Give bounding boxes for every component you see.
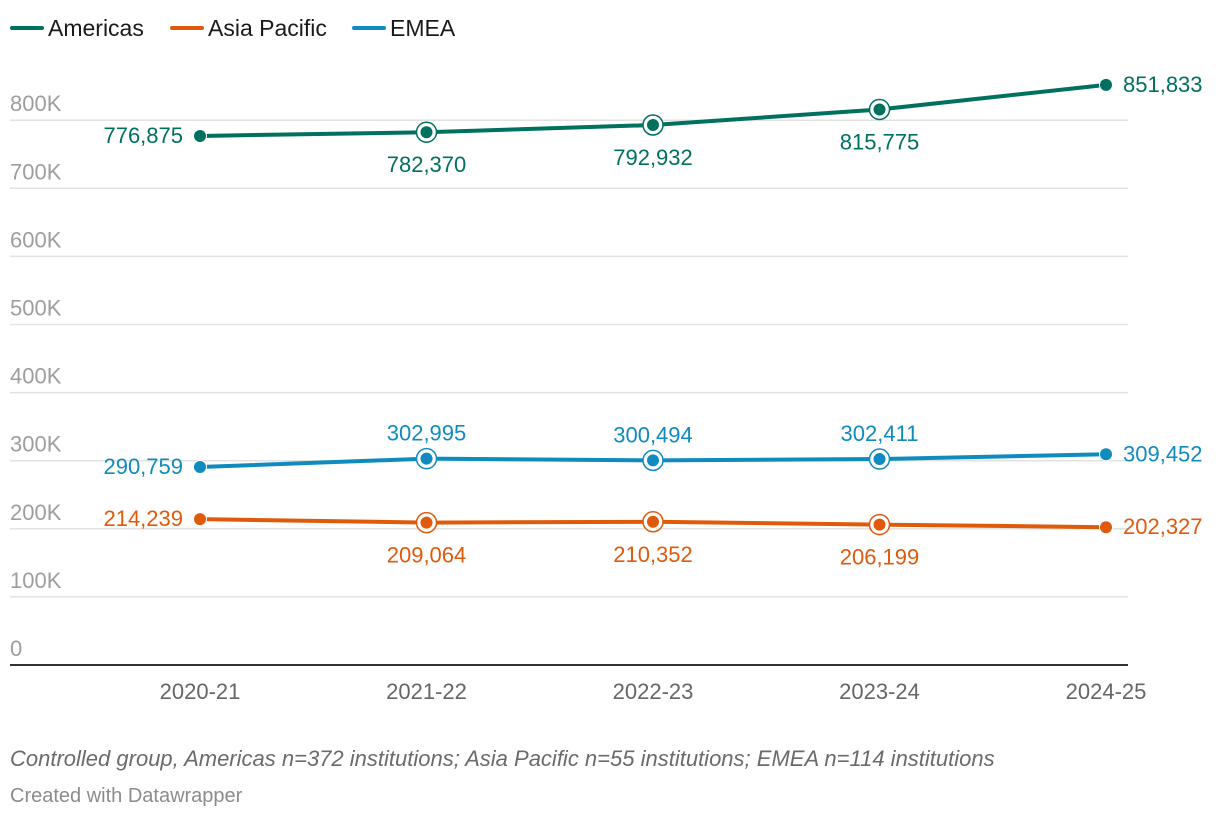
y-tick-label: 300K — [10, 432, 62, 457]
point-dot — [419, 125, 434, 140]
point-dot — [646, 453, 660, 468]
data-labels: 776,875 782,370 792,932 815,775 851,833 214,2… — [103, 72, 1202, 570]
line-chart: Americas Asia Pacific EMEA 0 100K 200K 300K 40… — [10, 15, 1203, 704]
point-emea — [1099, 447, 1113, 462]
data-label-americas: 782,370 — [387, 152, 467, 177]
point-emea — [415, 447, 438, 470]
data-label-emea: 290,759 — [103, 454, 183, 479]
point-dot — [419, 451, 434, 466]
data-label-asia-pacific: 206,199 — [840, 545, 920, 570]
point-americas — [642, 114, 664, 136]
data-label-asia-pacific: 210,352 — [613, 542, 693, 567]
point-americas — [1099, 77, 1113, 92]
y-tick-label: 200K — [10, 500, 62, 525]
point-dot — [646, 118, 660, 133]
credit-line: Created with Datawrapper — [10, 785, 243, 807]
y-tick-label: 0 — [10, 636, 22, 661]
y-tick-label: 800K — [10, 91, 62, 116]
point-dot — [193, 459, 207, 474]
legend: Americas Asia Pacific EMEA — [10, 15, 456, 41]
data-label-americas: 851,833 — [1123, 72, 1203, 97]
point-dot — [1099, 520, 1113, 535]
data-label-emea: 302,411 — [841, 421, 919, 446]
x-tick-label: 2021-22 — [386, 679, 467, 704]
data-label-asia-pacific: 209,064 — [387, 543, 467, 568]
data-label-emea: 300,494 — [613, 422, 693, 447]
legend-label-asia-pacific: Asia Pacific — [208, 15, 327, 41]
point-emea — [193, 459, 207, 474]
point-emea — [868, 448, 891, 470]
x-tick-label: 2020-21 — [160, 679, 241, 704]
chart-footnote: Controlled group, Americas n=372 institu… — [10, 746, 995, 771]
point-dot — [646, 514, 660, 529]
legend-label-americas: Americas — [48, 15, 144, 41]
y-tick-label: 700K — [10, 159, 62, 184]
point-dot — [872, 517, 887, 532]
y-tick-label: 500K — [10, 296, 62, 321]
x-tick-label: 2023-24 — [839, 679, 920, 704]
point-dot — [872, 102, 887, 117]
y-tick-label: 600K — [10, 227, 62, 252]
point-asia-pacific — [1099, 520, 1113, 535]
y-tick-label: 100K — [10, 568, 62, 593]
data-label-asia-pacific: 202,327 — [1123, 514, 1203, 539]
x-tick-label: 2024-25 — [1066, 679, 1147, 704]
point-dot — [1099, 77, 1113, 92]
series-points — [193, 77, 1113, 536]
point-americas — [868, 98, 891, 121]
y-tick-label: 400K — [10, 364, 62, 389]
point-asia-pacific — [642, 511, 664, 533]
point-dot — [193, 128, 207, 143]
data-label-emea: 302,995 — [387, 421, 467, 446]
data-label-americas: 792,932 — [613, 145, 693, 170]
data-label-americas: 776,875 — [103, 123, 183, 148]
y-axis-ticks: 0 100K 200K 300K 400K 500K 600K 700K 800K — [10, 91, 62, 661]
point-asia-pacific — [193, 512, 207, 527]
data-label-asia-pacific: 214,239 — [103, 506, 183, 531]
data-label-emea: 309,452 — [1123, 441, 1203, 466]
point-dot — [419, 515, 434, 530]
point-dot — [193, 512, 207, 527]
point-emea — [642, 449, 664, 472]
point-dot — [872, 452, 887, 467]
point-asia-pacific — [415, 511, 438, 534]
data-label-americas: 815,775 — [840, 129, 920, 154]
legend-label-emea: EMEA — [390, 15, 456, 41]
x-tick-label: 2022-23 — [613, 679, 694, 704]
point-asia-pacific — [868, 513, 891, 536]
point-dot — [1099, 447, 1113, 462]
point-americas — [193, 128, 207, 143]
x-axis-ticks: 2020-21 2021-22 2022-23 2023-24 2024-25 — [160, 679, 1147, 704]
point-americas — [415, 121, 438, 143]
